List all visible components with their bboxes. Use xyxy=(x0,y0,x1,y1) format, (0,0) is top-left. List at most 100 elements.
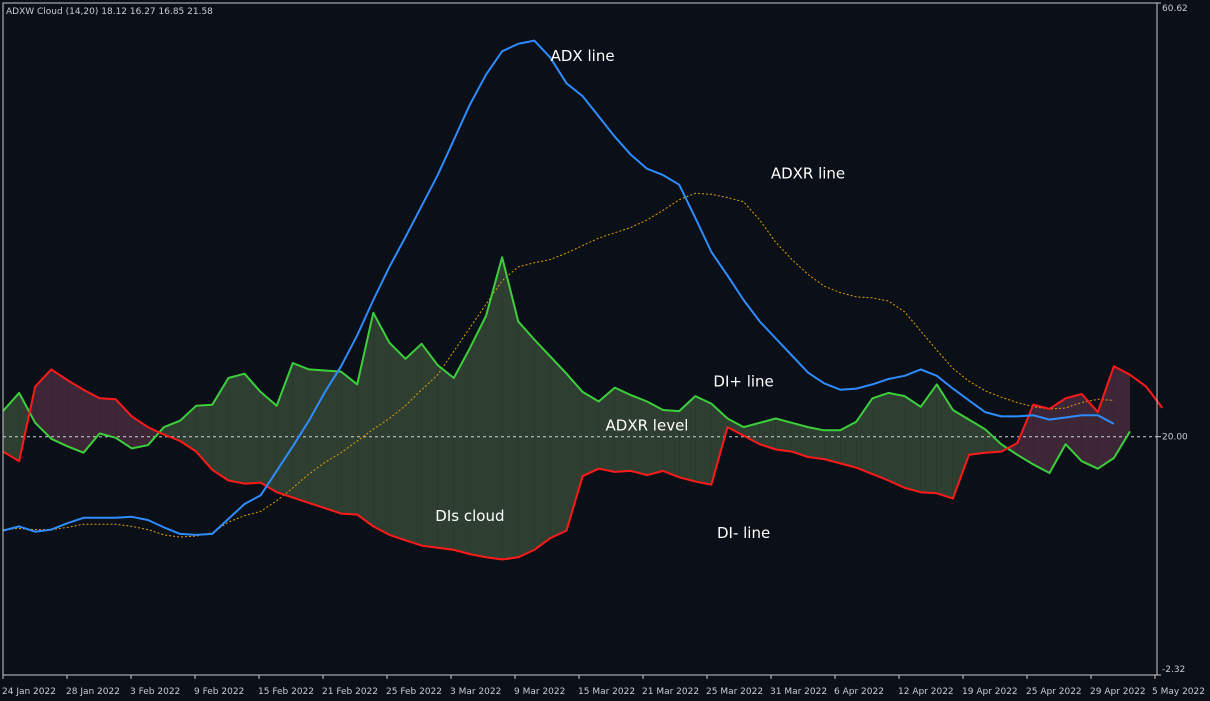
y-axis: 60.62 20.00 -2.32 xyxy=(1157,2,1188,676)
cloud-segment-44 xyxy=(711,403,728,485)
cloud-segment-66 xyxy=(1065,394,1082,462)
cloud-segment-68 xyxy=(1097,366,1114,469)
annotations: ADX line ADXR line DI+ line ADXR level DIs c… xyxy=(435,47,845,542)
cloud-segment-19 xyxy=(308,369,325,509)
cloud-segment-43 xyxy=(695,396,712,485)
x-tick-label-6: 25 Feb 2022 xyxy=(386,687,442,697)
cloud-segment-39 xyxy=(630,395,647,476)
cloud-segment-49 xyxy=(791,422,808,457)
cloud-segment-50 xyxy=(808,427,825,460)
cloud-segment-60 xyxy=(969,419,986,455)
cloud-segment-1a xyxy=(19,392,30,462)
cloud-segment-28 xyxy=(453,348,470,555)
cloud-segment-40 xyxy=(647,401,664,476)
cloud-segment-35 xyxy=(566,373,583,531)
di-minus-line xyxy=(2,365,1163,561)
x-tick-label-0: 24 Jan 2022 xyxy=(2,687,56,697)
plot-frame xyxy=(2,2,1158,676)
cloud-segment-38 xyxy=(614,387,631,472)
cloud-segment-62b xyxy=(1007,443,1018,455)
indicator-title: ADXW Cloud (14,20) 18.12 16.27 16.85 21.… xyxy=(6,7,213,17)
cloud-segment-36 xyxy=(582,391,599,477)
x-tick-label-8: 9 Mar 2022 xyxy=(514,687,565,697)
cloud-segment-51 xyxy=(824,430,841,464)
cloud-segment-41 xyxy=(663,410,680,478)
cloud-segment-46 xyxy=(743,422,760,445)
cloud-segment-56 xyxy=(904,396,921,493)
x-tick-label-15: 19 Apr 2022 xyxy=(962,687,1018,697)
cloud-segment-24 xyxy=(389,342,406,541)
cloud-segment-7 xyxy=(115,399,132,449)
cloud-segment-4 xyxy=(67,380,84,453)
cloud-segment-48 xyxy=(775,418,792,452)
cloud-segment-26 xyxy=(421,343,438,548)
cloud-segment-37 xyxy=(598,387,615,472)
cloud-segment-30 xyxy=(486,257,503,560)
cloud-segment-3 xyxy=(51,369,68,447)
cloud-segment-21 xyxy=(341,371,358,515)
di-plus-line xyxy=(2,256,1131,474)
cloud-segment-47 xyxy=(759,418,776,450)
x-tick-label-12: 31 Mar 2022 xyxy=(770,687,827,697)
cloud-segment-33 xyxy=(534,339,551,550)
cloud-segment-45 xyxy=(727,418,744,436)
cloud-segment-2 xyxy=(35,369,52,439)
y-tick-label-2: -2.32 xyxy=(1162,665,1185,675)
cloud-segment-64 xyxy=(1033,404,1050,473)
cloud-segment-57 xyxy=(920,384,937,494)
cloud-segment-27 xyxy=(437,365,454,550)
annotation-adxr-line: ADXR line xyxy=(771,164,845,182)
cloud-segment-69 xyxy=(1113,366,1130,458)
indicator-values: 18.12 16.27 16.85 21.58 xyxy=(101,7,213,17)
x-tick-label-4: 15 Feb 2022 xyxy=(258,687,314,697)
cloud-segment-8 xyxy=(131,416,148,449)
x-tick-label-7: 3 Mar 2022 xyxy=(450,687,501,697)
cloud-segment-55 xyxy=(888,392,905,488)
x-tick-label-16: 25 Apr 2022 xyxy=(1026,687,1082,697)
x-tick-label-14: 12 Apr 2022 xyxy=(898,687,954,697)
cloud-segment-67 xyxy=(1081,394,1098,469)
x-tick-label-1: 28 Jan 2022 xyxy=(66,687,120,697)
cloud-segment-14 xyxy=(228,373,245,484)
cloud-segment-23 xyxy=(373,312,390,535)
cloud-segment-20 xyxy=(325,370,342,514)
annotation-di-line: DI+ line xyxy=(713,373,773,391)
annotation-dis-cloud: DIs cloud xyxy=(435,507,504,525)
annotation-adx-line: ADX line xyxy=(551,47,615,65)
adx-line xyxy=(2,39,1115,536)
cloud-segment-52 xyxy=(840,421,857,468)
cloud-segment-31 xyxy=(502,257,519,560)
x-tick-label-13: 6 Apr 2022 xyxy=(834,687,884,697)
x-tick-label-10: 21 Mar 2022 xyxy=(642,687,699,697)
y-tick-label-0: 60.62 xyxy=(1162,4,1188,14)
x-tick-label-18: 5 May 2022 xyxy=(1152,687,1205,697)
cloud-segment-34 xyxy=(550,356,567,539)
cloud-segment-12 xyxy=(196,404,213,470)
cloud-segment-13 xyxy=(212,378,229,481)
x-tick-label-11: 25 Mar 2022 xyxy=(706,687,763,697)
annotation-adxr-level: ADXR level xyxy=(606,416,689,434)
cloud-segment-59 xyxy=(952,410,969,499)
indicator-lines xyxy=(2,39,1163,561)
x-tick-label-3: 9 Feb 2022 xyxy=(194,687,244,697)
cloud-segment-25 xyxy=(405,343,422,546)
x-tick-label-2: 3 Feb 2022 xyxy=(130,687,180,697)
cloud-segment-58 xyxy=(936,384,953,499)
cloud-segment-22 xyxy=(357,312,374,527)
cloud-segment-16 xyxy=(260,391,277,493)
cloud-segment-15 xyxy=(244,373,261,484)
cloud-segment-65 xyxy=(1049,398,1066,473)
cloud-segment-61 xyxy=(985,429,1002,453)
cloud-segment-63 xyxy=(1017,404,1034,465)
cloud-segment-0 xyxy=(3,392,20,462)
y-tick-label-1: 20.00 xyxy=(1162,433,1188,443)
x-tick-label-9: 15 Mar 2022 xyxy=(578,687,635,697)
x-tick-label-5: 21 Feb 2022 xyxy=(322,687,378,697)
x-axis: 24 Jan 2022 28 Jan 2022 3 Feb 2022 9 Feb 20… xyxy=(2,675,1205,697)
dis-cloud xyxy=(3,257,1130,560)
cloud-segment-6 xyxy=(99,398,116,438)
x-tick-label-17: 29 Apr 2022 xyxy=(1090,687,1146,697)
cloud-segment-32 xyxy=(518,321,535,558)
